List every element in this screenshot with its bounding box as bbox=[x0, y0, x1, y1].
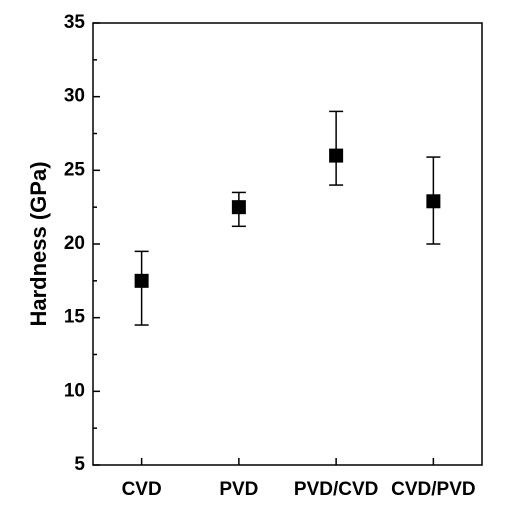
x-tick-label: CVD/PVD bbox=[391, 479, 475, 500]
x-tick-label: CVD bbox=[122, 479, 162, 500]
marker bbox=[134, 273, 149, 288]
x-tick-label: PVD bbox=[219, 479, 258, 500]
y-tick-label: 20 bbox=[64, 233, 85, 254]
marker bbox=[231, 200, 246, 215]
y-tick-label: 10 bbox=[64, 380, 85, 401]
y-tick-label: 5 bbox=[74, 454, 85, 475]
marker bbox=[426, 194, 441, 209]
marker bbox=[329, 148, 344, 163]
x-tick-label: PVD/CVD bbox=[294, 479, 378, 500]
y-tick-label: 30 bbox=[64, 86, 85, 107]
plot-frame bbox=[92, 22, 483, 466]
y-tick-label: 35 bbox=[64, 12, 86, 33]
y-tick-label: 15 bbox=[64, 307, 86, 328]
y-axis-label: Hardness (GPa) bbox=[26, 161, 51, 326]
y-tick-label: 25 bbox=[64, 159, 86, 180]
